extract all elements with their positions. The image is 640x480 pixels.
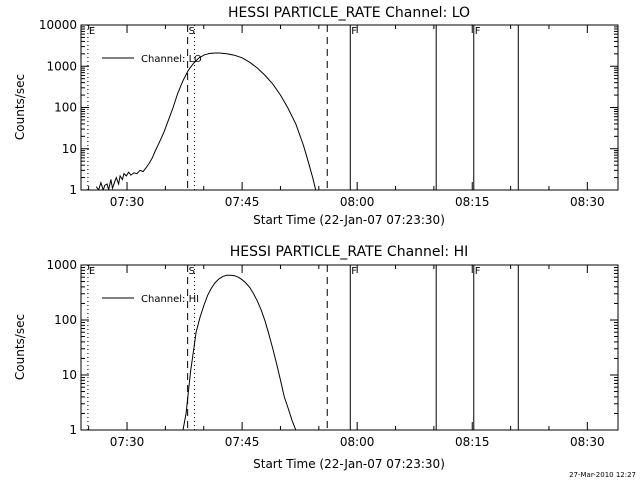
x-tick-label: 08:30 xyxy=(570,435,605,449)
legend-entry: Channel: LO xyxy=(141,54,202,65)
event-marker-label: F xyxy=(475,26,481,37)
y-tick-label: 1 xyxy=(69,423,77,437)
y-tick-label: 100 xyxy=(54,101,77,115)
series-line xyxy=(95,52,317,190)
x-tick-label: 08:30 xyxy=(570,195,605,209)
chart-panel-hi: HESSI PARTICLE_RATE Channel: HI Counts/s… xyxy=(13,244,619,471)
x-axis-label: Start Time (22-Jan-07 07:23:30) xyxy=(253,213,445,227)
x-tick-label: 07:45 xyxy=(225,435,260,449)
x-tick-label: 07:30 xyxy=(110,435,145,449)
y-tick-label: 1000 xyxy=(46,59,77,73)
event-marker-label: S xyxy=(189,266,195,277)
x-tick-label: 07:45 xyxy=(225,195,260,209)
y-tick-label: 10 xyxy=(62,368,77,382)
x-tick-label: 08:00 xyxy=(340,435,375,449)
x-tick-label: 07:30 xyxy=(110,195,145,209)
chart-title: HESSI PARTICLE_RATE Channel: LO xyxy=(228,5,470,21)
event-marker-label: S xyxy=(189,26,195,37)
y-tick-label: 10000 xyxy=(39,18,77,32)
event-marker-label: F xyxy=(351,26,357,37)
chart-panel-lo: HESSI PARTICLE_RATE Channel: LO Counts/s… xyxy=(13,5,619,227)
footer-timestamp: 27-Mar-2010 12:27 xyxy=(569,471,636,479)
x-tick-label: 08:15 xyxy=(455,195,490,209)
event-marker-label: F xyxy=(351,266,357,277)
legend: Channel: HI xyxy=(102,294,199,305)
legend: Channel: LO xyxy=(102,54,202,65)
plot-frame xyxy=(80,264,619,431)
event-marker-label: E xyxy=(89,26,95,37)
series-line xyxy=(182,274,297,430)
x-axis-label: Start Time (22-Jan-07 07:23:30) xyxy=(253,457,445,471)
y-tick-label: 1 xyxy=(69,183,77,197)
x-tick-label: 08:15 xyxy=(455,435,490,449)
chart-title: HESSI PARTICLE_RATE Channel: HI xyxy=(230,244,468,260)
event-marker-label: E xyxy=(89,266,95,277)
legend-entry: Channel: HI xyxy=(141,294,199,305)
y-axis-label: Counts/sec xyxy=(13,314,27,380)
y-axis-label: Counts/sec xyxy=(13,74,27,140)
y-tick-label: 10 xyxy=(62,142,77,156)
event-marker-label: F xyxy=(475,266,481,277)
y-tick-label: 1000 xyxy=(46,258,77,272)
y-tick-label: 100 xyxy=(54,313,77,327)
x-tick-label: 08:00 xyxy=(340,195,375,209)
